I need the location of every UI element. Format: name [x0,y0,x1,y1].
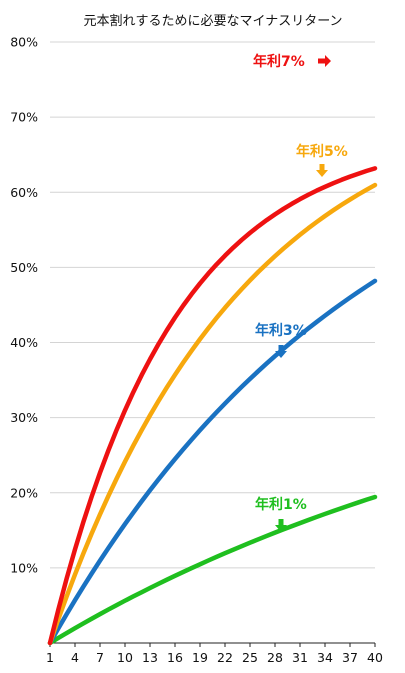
y-tick-label-4: 50% [10,260,38,275]
chart-title: 元本割れするために必要なマイナスリターン [83,13,342,29]
arrow-down-icon [275,345,287,358]
y-axis-ticks: 10% 20% 30% 40% 50% 60% 70% 80% [10,35,38,576]
series-line-1 [47,278,378,646]
y-tick-label-3: 40% [10,335,38,350]
x-axis-ticks: 1 4 7 10 13 16 19 22 25 28 31 34 37 40 [46,643,383,665]
x-tick-label-12: 37 [342,650,358,665]
x-tick-label-4: 13 [142,650,158,665]
series-line-2 [47,182,378,646]
series-line-0 [47,494,378,646]
x-tick-label-5: 16 [167,650,183,665]
x-tick-label-9: 28 [267,650,283,665]
series-annotations: 年利7% 年利5% 年利3% 年利1% [253,53,348,532]
x-tick-label-13: 40 [367,650,383,665]
arrow-down-icon [316,164,328,177]
x-tick-label-2: 7 [96,650,104,665]
series-label-3: 年利1% [255,496,307,513]
x-tick-label-7: 22 [217,650,233,665]
series-line-3 [47,166,378,646]
y-tick-label-1: 20% [10,485,38,500]
y-tick-label-0: 10% [10,560,38,575]
series-label-0: 年利7% [253,53,305,70]
x-tick-label-10: 31 [292,650,308,665]
y-tick-label-7: 80% [10,35,38,50]
arrow-right-icon [318,55,331,67]
series-label-1: 年利5% [296,143,348,160]
grid [50,41,375,569]
x-tick-label-3: 10 [117,650,133,665]
series-lines [47,166,378,646]
x-tick-label-0: 1 [46,650,54,665]
series-label-2: 年利3% [255,322,307,339]
y-tick-label-5: 60% [10,185,38,200]
x-tick-label-8: 25 [242,650,258,665]
x-tick-label-6: 19 [192,650,208,665]
x-tick-label-11: 34 [317,650,333,665]
y-tick-label-6: 70% [10,110,38,125]
y-tick-label-2: 30% [10,410,38,425]
arrow-down-icon [275,519,287,532]
x-tick-label-1: 4 [71,650,79,665]
